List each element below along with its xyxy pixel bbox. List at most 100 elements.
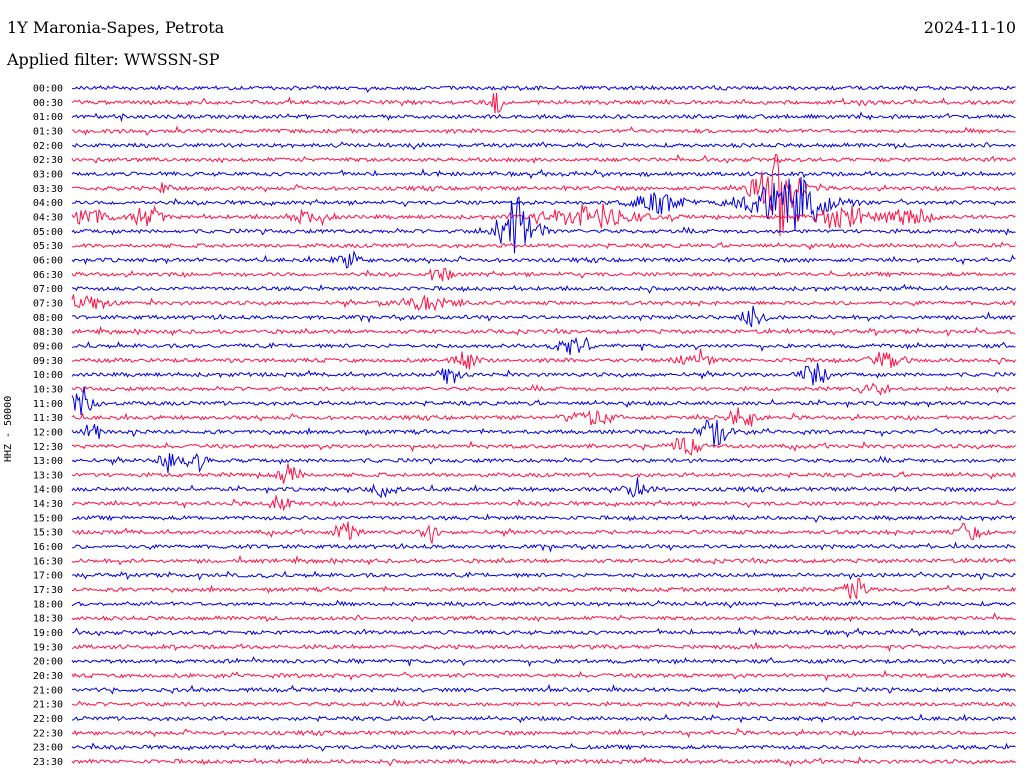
row-time-label: 12:00 [33,427,63,438]
row-time-label: 21:30 [33,700,63,711]
row-time-label: 03:30 [33,184,63,195]
trace-row [71,294,1016,312]
trace-row [72,521,1016,546]
row-time-label: 14:00 [33,485,63,496]
trace-row [71,699,1016,709]
row-time-label: 02:30 [33,155,63,166]
trace-row [71,612,1016,623]
row-time-label: 17:30 [33,585,63,596]
trace-row [71,742,1016,752]
trace-row [71,599,1016,609]
row-time-label: 09:00 [33,341,63,352]
row-time-label: 02:00 [33,141,63,152]
trace-row [71,463,1016,484]
trace-row [71,250,1016,269]
row-time-label: 10:30 [33,384,63,395]
trace-row [71,669,1016,682]
row-time-label: 07:00 [33,284,63,295]
trace-row [71,727,1016,739]
trace-row [71,626,1016,638]
row-time-label: 16:00 [33,542,63,553]
row-time-label: 20:30 [33,671,63,682]
trace-row [72,570,1016,581]
trace-row [71,176,1016,231]
trace-row [71,477,1016,499]
row-time-label: 16:30 [33,556,63,567]
row-time-label: 00:00 [33,84,63,95]
row-time-label: 13:30 [33,470,63,481]
row-time-label: 08:00 [33,313,63,324]
row-time-label: 14:30 [33,499,63,510]
row-time-label: 07:30 [33,298,63,309]
row-time-label: 22:00 [33,714,63,725]
trace-row [71,382,1016,397]
row-time-label: 15:30 [33,528,63,539]
trace-row [71,641,1016,653]
row-time-label: 04:30 [33,212,63,223]
trace-row [71,436,1016,456]
row-time-label: 21:00 [33,685,63,696]
row-time-label: 18:30 [33,614,63,625]
trace-row [71,325,1016,337]
row-time-label: 23:30 [33,757,63,768]
row-time-label: 00:30 [33,98,63,109]
row-time-label: 11:30 [33,413,63,424]
trace-row [71,713,1016,724]
row-time-label: 15:00 [33,513,63,524]
trace-row [71,362,1016,386]
row-time-label: 09:30 [33,356,63,367]
trace-row [71,267,1016,282]
row-time-label: 03:00 [33,169,63,180]
trace-row [72,495,1016,512]
trace-row [71,577,1016,600]
trace-row [72,541,1016,553]
row-time-label: 04:00 [33,198,63,209]
trace-row [71,92,1016,114]
trace-row [71,554,1016,566]
row-time-label: 05:30 [33,241,63,252]
row-time-label: 19:00 [33,628,63,639]
date-label: 2024-11-10 [923,18,1016,37]
row-time-label: 12:30 [33,442,63,453]
trace-row [71,683,1016,695]
trace-row [71,153,1016,237]
trace-row [71,196,1016,254]
row-time-label: 01:00 [33,112,63,123]
row-time-label: 18:00 [33,599,63,610]
trace-row [71,756,1016,768]
station-title: 1Y Maronia-Sapes, Petrota [7,18,225,37]
row-time-label: 11:00 [33,399,63,410]
row-time-label: 20:00 [33,657,63,668]
row-time-label: 10:00 [33,370,63,381]
row-time-label: 22:30 [33,728,63,739]
row-time-label: 08:30 [33,327,63,338]
trace-row [71,141,1016,151]
trace-row [71,84,1016,93]
trace-row [71,453,1016,473]
trace-row [71,111,1016,123]
trace-row [71,203,1016,229]
trace-row [72,125,1016,136]
trace-row [71,386,1016,416]
row-time-label: 06:30 [33,270,63,281]
row-time-label: 01:30 [33,126,63,137]
trace-row [71,348,1016,370]
trace-row [71,336,1016,355]
trace-row [71,419,1016,447]
row-time-label: 17:00 [33,571,63,582]
trace-row [71,513,1016,524]
trace-row [71,656,1016,668]
trace-row [71,153,1016,165]
trace-row [71,305,1016,328]
row-time-label: 19:30 [33,642,63,653]
row-time-label: 13:00 [33,456,63,467]
filter-label: Applied filter: WWSSN-SP [7,50,220,69]
trace-row [71,240,1016,251]
row-time-label: 23:00 [33,743,63,754]
trace-row [71,168,1016,180]
trace-row [71,283,1016,294]
row-time-label: 05:00 [33,227,63,238]
trace-row [71,407,1016,427]
row-time-label: 06:00 [33,255,63,266]
